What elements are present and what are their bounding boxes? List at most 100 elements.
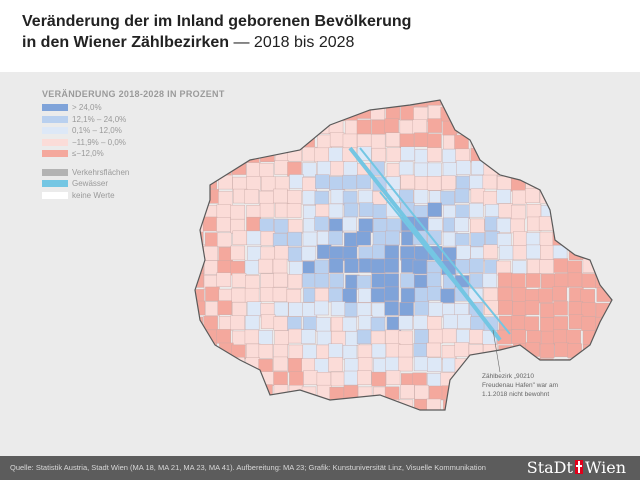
district-cell <box>483 244 498 259</box>
district-cell <box>594 120 610 135</box>
district-cell <box>400 384 415 400</box>
district-cell <box>539 189 555 204</box>
district-cell <box>524 300 540 315</box>
district-cell <box>356 275 372 290</box>
district-cell <box>554 202 570 218</box>
source-text: Quelle: Statistik Austria, Stadt Wien (M… <box>10 463 486 472</box>
annotation-line: 1.1.2018 nicht bewohnt <box>482 391 550 398</box>
district-cell <box>568 358 583 374</box>
district-cell <box>387 100 402 106</box>
district-cell <box>582 119 597 134</box>
district-cell <box>358 189 373 205</box>
district-cell <box>329 100 344 106</box>
district-cell <box>246 176 261 191</box>
district-cell <box>456 329 471 344</box>
district-cell <box>260 314 276 329</box>
district-cell <box>597 399 612 410</box>
danube-canal <box>379 191 471 303</box>
district-cell <box>413 356 429 372</box>
district-cell <box>246 343 261 359</box>
district-cell <box>385 230 400 246</box>
district-cell <box>456 100 471 107</box>
district-cell <box>525 232 541 247</box>
district-cell <box>344 258 359 274</box>
district-cell <box>485 399 500 410</box>
district-cell <box>259 162 274 178</box>
district-cell <box>580 148 595 163</box>
legend-item: −11,9% – 0,0% <box>42 137 225 149</box>
district-cell <box>342 246 358 261</box>
district-cell <box>356 104 372 119</box>
title-subtitle: in den Wiener Zählbezirken <box>22 34 230 51</box>
district-cell <box>274 415 288 429</box>
district-cell <box>329 273 345 288</box>
district-cell <box>246 400 261 410</box>
district-cell <box>497 286 513 302</box>
district-cell <box>399 415 413 429</box>
district-cell <box>384 286 400 302</box>
district-cell <box>216 217 231 232</box>
district-cell <box>371 273 386 288</box>
district-cell <box>289 414 303 428</box>
district-cell <box>384 258 399 273</box>
district-cell <box>274 160 289 175</box>
district-cell <box>370 134 386 149</box>
district-cell <box>357 357 373 372</box>
district-cell <box>497 105 513 120</box>
district-cell <box>244 287 260 303</box>
district-cell <box>582 413 596 427</box>
district-cell <box>553 218 568 234</box>
district-cell <box>205 286 220 302</box>
district-cell <box>287 231 302 247</box>
district-cell <box>384 118 399 133</box>
district-cell <box>358 218 373 233</box>
district-cell <box>582 344 598 359</box>
district-cell <box>244 260 260 275</box>
district-cell <box>314 273 330 288</box>
district-cell <box>286 401 302 410</box>
district-cell <box>595 100 610 108</box>
district-cell <box>314 288 330 303</box>
district-cell <box>370 105 385 120</box>
district-cell <box>302 177 317 192</box>
district-cell <box>569 202 584 217</box>
district-cell <box>259 414 273 428</box>
district-cell <box>287 246 303 262</box>
district-cell <box>246 106 261 121</box>
district-cell <box>498 203 513 218</box>
district-cell <box>272 104 288 119</box>
district-cell <box>202 216 218 232</box>
district-cell <box>261 176 276 191</box>
district-cell <box>468 202 484 218</box>
district-cell <box>456 371 472 387</box>
district-cell <box>384 245 400 260</box>
district-cell <box>568 401 583 410</box>
district-cell <box>230 400 246 410</box>
district-cell <box>288 328 303 344</box>
district-cell <box>608 232 612 248</box>
district-cell <box>357 344 373 360</box>
district-cell <box>316 317 331 332</box>
district-cell <box>244 189 259 204</box>
district-cell <box>246 301 262 316</box>
district-cell <box>203 371 218 386</box>
district-cell <box>398 161 414 176</box>
district-cell <box>554 189 569 205</box>
district-cell <box>454 188 470 204</box>
district-cell <box>400 174 415 190</box>
district-cell <box>203 315 218 331</box>
district-cell <box>315 203 330 219</box>
district-cell <box>399 119 415 135</box>
district-cell <box>539 358 554 373</box>
district-cell <box>371 302 387 318</box>
district-cell <box>512 100 527 106</box>
legend-label: 0,1% – 12,0% <box>72 126 122 136</box>
legend-swatch <box>42 104 68 112</box>
district-cell <box>232 302 247 317</box>
district-cell <box>232 370 247 385</box>
district-cell <box>203 246 218 261</box>
district-cell <box>328 203 344 219</box>
district-cell <box>344 413 358 427</box>
district-cell <box>427 286 442 301</box>
district-cell <box>289 174 304 189</box>
